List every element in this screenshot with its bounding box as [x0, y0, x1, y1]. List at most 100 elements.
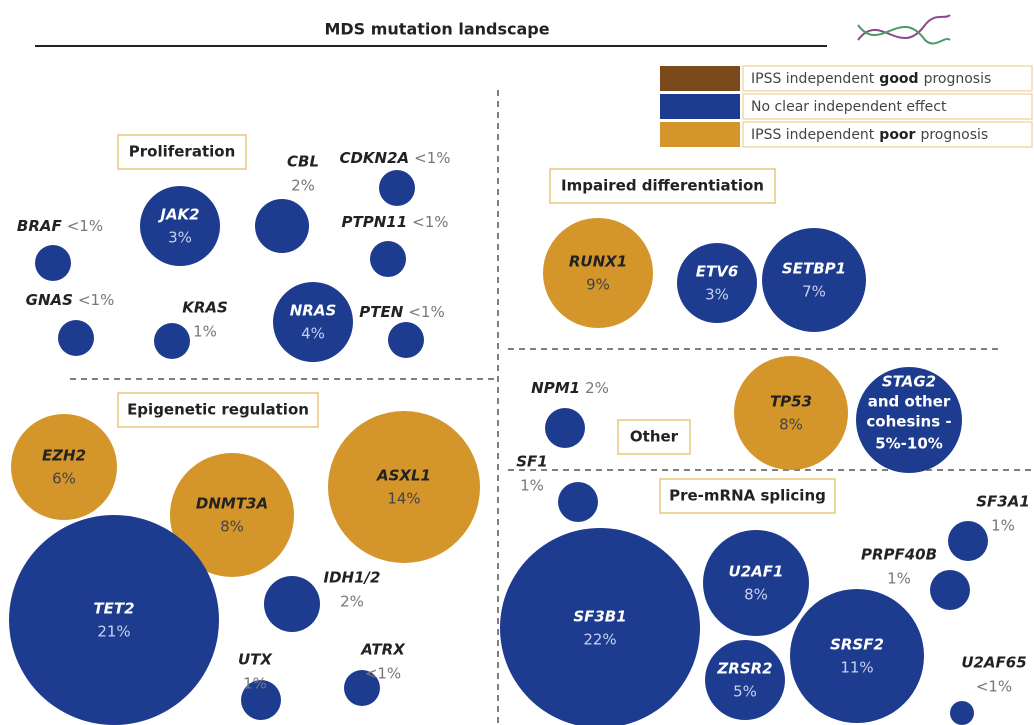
gene-frequency: 2% [585, 379, 609, 397]
legend-label: IPSS independent poor prognosis [751, 127, 988, 143]
gene-name: ATRX [360, 641, 406, 659]
gene-bubble [703, 530, 809, 636]
group-label: Impaired differentiation [561, 177, 764, 195]
gene-name: BRAF [17, 217, 63, 235]
legend-swatch [660, 66, 740, 91]
legend-emphasis: good [879, 71, 918, 87]
gene-frequency: 7% [802, 283, 826, 301]
gene-bubble [545, 408, 585, 448]
gene-frequency: <1% [414, 149, 450, 167]
legend-box [742, 121, 1033, 148]
gene-frequency: <1% [408, 303, 444, 321]
gene-frequency: 4% [301, 325, 325, 343]
gene-name: PRPF40B [861, 546, 937, 564]
gene-name: PTEN [359, 303, 403, 321]
gene-bubble [558, 482, 598, 522]
gene-frequency: 21% [97, 623, 130, 641]
gene-frequency: 5% [733, 683, 757, 701]
legend-text: prognosis [920, 127, 988, 143]
gene-label: BRAF <1% [17, 217, 103, 235]
gene-bubble [154, 323, 190, 359]
legend-box [742, 93, 1033, 120]
gene-name: EZH2 [42, 447, 86, 465]
gene-name: CDKN2A [339, 149, 409, 167]
gene-name: TET2 [93, 600, 134, 618]
gene-name: U2AF1 [729, 563, 784, 581]
gene-bubble [9, 515, 219, 725]
gene-label: CDKN2A <1% [339, 149, 450, 167]
gene-name: JAK2 [157, 206, 199, 224]
gene-name: DNMT3A [196, 495, 268, 513]
gene-bubble [140, 186, 220, 266]
gene-frequency: 1% [193, 323, 217, 341]
gene-frequency: <1% [365, 665, 401, 683]
gene-frequency: <1% [67, 217, 103, 235]
gene-label: PTEN <1% [359, 303, 444, 321]
gene-bubble [500, 528, 700, 725]
gene-frequency: <1% [412, 213, 448, 231]
gene-bubble [379, 170, 415, 206]
legend-label: No clear independent effect [751, 99, 947, 115]
gene-name: KRAS [182, 299, 228, 317]
gene-frequency: 9% [586, 276, 610, 294]
gene-name: TP53 [770, 393, 812, 411]
gene-name: GNAS [26, 291, 73, 309]
gene-frequency: 8% [220, 518, 244, 536]
group-box [117, 392, 319, 428]
gene-name: STAG2 [882, 373, 936, 391]
gene-frequency: 6% [52, 470, 76, 488]
gene-frequency: 1% [520, 477, 544, 495]
gene-name: SF3B1 [573, 608, 626, 626]
gene-label: NPM1 2% [531, 379, 609, 397]
dna-icon [857, 14, 951, 45]
gene-bubble [950, 701, 974, 725]
gene-name: UTX [238, 651, 273, 669]
group-label: Pre-mRNA splicing [669, 487, 826, 505]
gene-name: ZRSR2 [716, 660, 772, 678]
legend-emphasis: poor [879, 127, 915, 143]
gene-frequency: 22% [583, 631, 616, 649]
gene-frequency: 8% [744, 586, 768, 604]
gene-name: ASXL1 [376, 467, 431, 485]
group-box [617, 419, 691, 455]
dividers [70, 90, 1034, 725]
gene-bubble [856, 367, 962, 473]
gene-frequency: 11% [840, 659, 873, 677]
group-label: Proliferation [129, 143, 236, 161]
gene-name: ETV6 [696, 263, 739, 281]
gene-name: RUNX1 [569, 253, 627, 271]
gene-note: cohesins - [866, 413, 951, 431]
gene-frequency: 1% [991, 517, 1015, 535]
legend-box [742, 65, 1033, 92]
group-box [549, 168, 776, 204]
gene-frequency: 8% [779, 416, 803, 434]
gene-bubble [35, 245, 71, 281]
gene-bubble [344, 670, 380, 706]
gene-name: PTPN11 [341, 213, 407, 231]
gene-frequency: 1% [243, 675, 267, 693]
legend-text: IPSS independent [751, 71, 875, 87]
group-box [117, 134, 247, 170]
gene-frequency: 2% [291, 177, 315, 195]
gene-frequency: 3% [168, 229, 192, 247]
group-box [659, 478, 836, 514]
gene-bubble [734, 356, 848, 470]
gene-bubble [930, 570, 970, 610]
legend-swatch [660, 94, 740, 119]
gene-name: SF3A1 [976, 493, 1030, 511]
gene-bubble [11, 414, 117, 520]
gene-name: SF1 [516, 453, 548, 471]
legend-text: prognosis [924, 71, 992, 87]
legend-text: No clear independent effect [751, 99, 947, 115]
gene-frequency: 2% [340, 593, 364, 611]
gene-bubble [58, 320, 94, 356]
gene-name: IDH1/2 [324, 569, 381, 587]
gene-bubble [705, 640, 785, 720]
gene-note: and other [868, 393, 951, 411]
gene-name: SRSF2 [830, 636, 884, 654]
legend-swatch [660, 122, 740, 147]
gene-label: GNAS <1% [26, 291, 115, 309]
title: MDS mutation landscape [324, 20, 549, 39]
gene-bubble [273, 282, 353, 362]
